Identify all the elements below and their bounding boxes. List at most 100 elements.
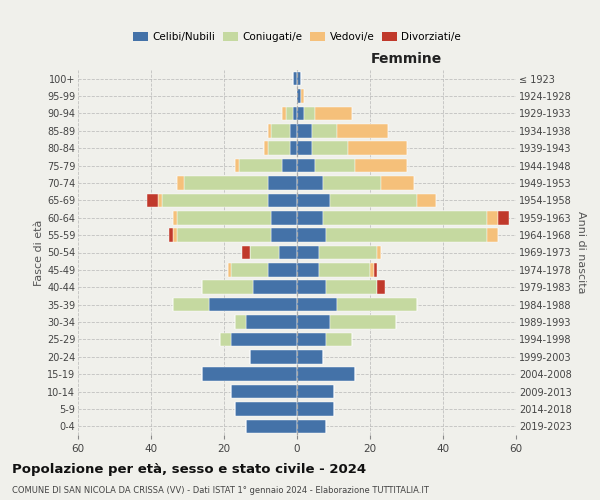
Bar [235,315,246,329]
Bar [297,72,301,86]
Bar [297,420,326,433]
Bar [158,194,162,207]
Bar [271,124,290,138]
Bar [250,350,297,364]
Bar [301,90,304,103]
Bar [297,106,304,120]
Y-axis label: Anni di nascita: Anni di nascita [575,211,586,294]
Bar [235,159,239,172]
Bar [297,176,323,190]
Bar [169,228,173,242]
Bar [297,194,330,207]
Bar [311,124,337,138]
Bar [297,159,315,172]
Bar [297,90,301,103]
Bar [323,176,381,190]
Bar [311,142,348,155]
Bar [297,142,311,155]
Bar [370,263,374,276]
Bar [253,280,297,294]
Bar [293,106,297,120]
Bar [297,124,311,138]
Bar [232,263,268,276]
Bar [297,280,326,294]
Bar [487,228,498,242]
Bar [297,385,334,398]
Bar [297,350,323,364]
Bar [315,159,355,172]
Bar [330,194,418,207]
Bar [148,194,158,207]
Bar [377,246,381,260]
Bar [487,211,498,224]
Bar [297,211,323,224]
Text: COMUNE DI SAN NICOLA DA CRISSA (VV) - Dati ISTAT 1° gennaio 2024 - Elaborazione : COMUNE DI SAN NICOLA DA CRISSA (VV) - Da… [12,486,429,495]
Bar [337,124,388,138]
Bar [297,298,337,312]
Bar [176,228,271,242]
Bar [268,124,271,138]
Bar [173,298,209,312]
Bar [330,315,395,329]
Bar [297,263,319,276]
Bar [176,211,271,224]
Bar [279,246,297,260]
Bar [220,332,232,346]
Bar [297,332,326,346]
Bar [202,368,297,381]
Bar [184,176,268,190]
Bar [232,332,297,346]
Bar [250,246,279,260]
Text: Femmine: Femmine [371,52,442,66]
Bar [286,106,293,120]
Bar [283,159,297,172]
Bar [293,72,297,86]
Bar [319,263,370,276]
Bar [242,246,250,260]
Bar [246,315,297,329]
Bar [498,211,509,224]
Bar [319,246,377,260]
Bar [232,385,297,398]
Bar [304,106,315,120]
Bar [323,211,487,224]
Text: Popolazione per età, sesso e stato civile - 2024: Popolazione per età, sesso e stato civil… [12,462,366,475]
Bar [326,228,487,242]
Bar [176,176,184,190]
Bar [271,211,297,224]
Bar [268,194,297,207]
Bar [297,228,326,242]
Bar [283,106,286,120]
Legend: Celibi/Nubili, Coniugati/e, Vedovi/e, Divorziati/e: Celibi/Nubili, Coniugati/e, Vedovi/e, Di… [128,28,466,46]
Y-axis label: Fasce di età: Fasce di età [34,220,44,286]
Bar [268,176,297,190]
Bar [337,298,418,312]
Bar [297,368,355,381]
Bar [173,211,176,224]
Bar [162,194,268,207]
Bar [235,402,297,415]
Bar [418,194,436,207]
Bar [348,142,407,155]
Bar [173,228,176,242]
Bar [297,402,334,415]
Bar [290,142,297,155]
Bar [227,263,232,276]
Bar [297,246,319,260]
Bar [202,280,253,294]
Bar [326,280,377,294]
Bar [268,142,290,155]
Bar [381,176,414,190]
Bar [297,315,330,329]
Bar [268,263,297,276]
Bar [377,280,385,294]
Bar [264,142,268,155]
Bar [315,106,352,120]
Bar [246,420,297,433]
Bar [326,332,352,346]
Bar [271,228,297,242]
Bar [290,124,297,138]
Bar [209,298,297,312]
Bar [355,159,407,172]
Bar [374,263,377,276]
